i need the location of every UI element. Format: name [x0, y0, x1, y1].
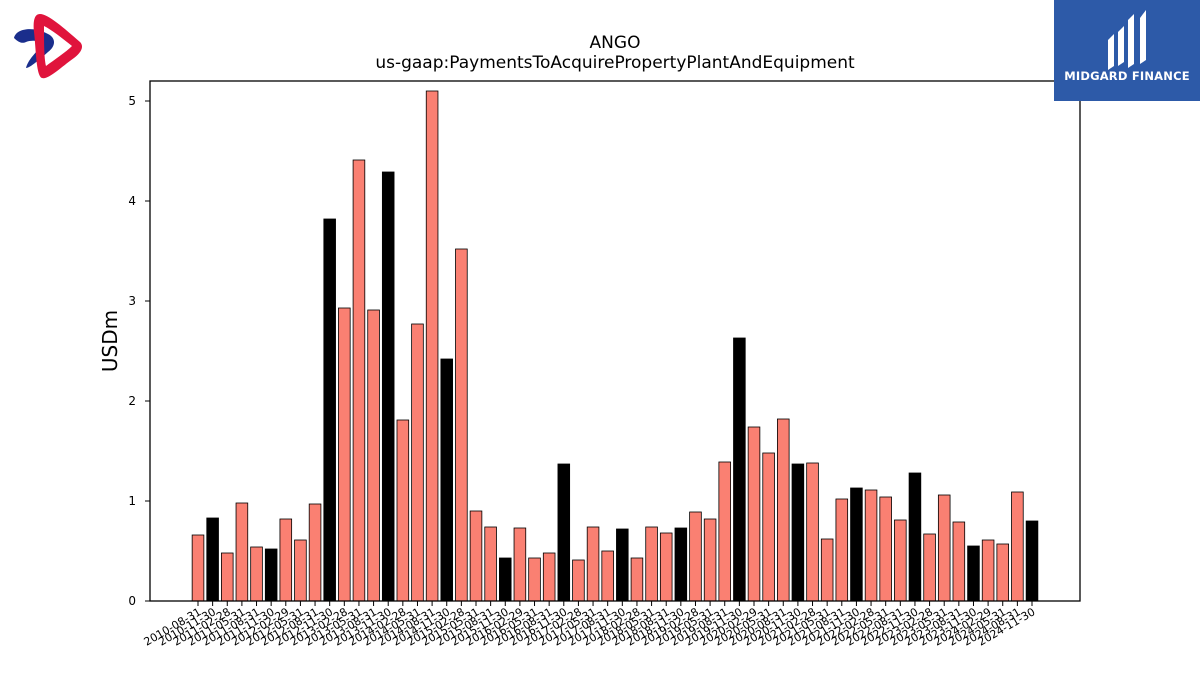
y-tick-label: 3 [128, 294, 136, 308]
bar-2014-11-30 [440, 358, 453, 602]
bar-2014-08-31 [425, 90, 439, 602]
brand-name: MIDGARD FINANCE [1064, 69, 1190, 83]
chart-subtitle: us-gaap:PaymentsToAcquirePropertyPlantAn… [375, 53, 855, 73]
logo-navy-ring [14, 29, 54, 68]
bars-group [191, 90, 1039, 602]
bar-2023-11-30 [967, 545, 980, 602]
y-axis: 0 1 2 3 4 5 [128, 94, 150, 608]
bar-2012-02-29 [279, 518, 293, 602]
bar-2012-05-31 [294, 539, 307, 602]
bar-2017-11-30 [616, 528, 629, 602]
bar-2017-05-31 [586, 526, 600, 602]
bar-2013-08-31 [367, 309, 380, 602]
bar-2024-08-31 [1011, 491, 1024, 602]
bar-2022-11-30 [908, 472, 922, 602]
company-logo [4, 8, 88, 82]
bar-2024-11-30 [1025, 520, 1039, 602]
bar-2016-08-31 [542, 552, 556, 602]
bar-2018-08-31 [659, 532, 673, 602]
bar-2023-08-31 [952, 521, 966, 602]
bar-2011-08-31 [250, 546, 263, 602]
bar-2018-11-30 [674, 527, 688, 602]
bar-2021-08-31 [835, 498, 849, 602]
plot-frame [149, 80, 1081, 602]
bar-2019-05-31 [703, 518, 717, 602]
bar-2016-02-29 [513, 527, 527, 602]
bar-2015-11-30 [499, 557, 512, 602]
bar-2020-02-29 [747, 426, 761, 602]
logo-red-mark [33, 14, 82, 79]
bar-2013-05-31 [352, 159, 366, 602]
bar-2012-11-30 [323, 218, 336, 602]
bar-2023-02-28 [923, 533, 936, 602]
bar-2020-11-30 [791, 463, 805, 602]
bar-2021-02-28 [806, 462, 819, 602]
bar-2024-02-29 [981, 539, 995, 602]
bar-2019-11-30 [733, 337, 746, 602]
bar-2011-02-28 [221, 552, 234, 602]
bar-2020-05-31 [762, 452, 775, 602]
bar-2015-02-28 [455, 248, 468, 602]
bar-2021-05-31 [820, 538, 834, 602]
bar-2022-08-31 [894, 519, 907, 602]
bar-2024-05-31 [996, 543, 1009, 602]
midgard-emblem-icon [1108, 10, 1146, 70]
bar-2015-08-31 [484, 526, 497, 602]
bar-2014-05-31 [411, 323, 424, 602]
bar-2016-11-30 [557, 463, 571, 602]
bar-2022-05-31 [879, 496, 892, 602]
y-tick-label: 2 [128, 394, 136, 408]
x-axis: 2010-08-312010-11-302011-02-282011-05-31… [142, 601, 1038, 649]
y-axis-label: USDm [98, 310, 122, 372]
y-tick-label: 5 [128, 94, 136, 108]
bar-2011-11-30 [264, 548, 278, 602]
bar-2012-08-31 [308, 503, 322, 602]
bar-2021-11-30 [850, 487, 863, 602]
bar-2019-02-28 [689, 511, 702, 602]
bar-2013-02-28 [338, 307, 351, 602]
chart-title: ANGO [590, 33, 641, 53]
y-tick-label: 1 [128, 494, 136, 508]
bar-2018-02-28 [630, 557, 644, 602]
bar-2013-11-30 [381, 171, 395, 602]
y-tick-label: 0 [128, 594, 136, 608]
bar-2019-08-31 [718, 461, 731, 602]
bar-2015-05-31 [469, 510, 483, 602]
bar-2016-05-31 [528, 557, 541, 602]
bar-2011-05-31 [235, 502, 249, 602]
midgard-finance-logo: MIDGARD FINANCE [1054, 0, 1200, 101]
y-tick-label: 4 [128, 194, 136, 208]
bar-2022-02-28 [864, 489, 878, 602]
bar-2014-02-28 [396, 419, 410, 602]
bar-2020-08-31 [777, 418, 790, 602]
bar-2010-11-30 [206, 517, 219, 602]
bar-2017-02-28 [572, 559, 585, 602]
bar-2010-08-31 [191, 534, 205, 602]
bar-2017-08-31 [601, 550, 614, 602]
bar-2023-05-31 [937, 494, 951, 602]
bar-2018-05-31 [645, 526, 658, 602]
